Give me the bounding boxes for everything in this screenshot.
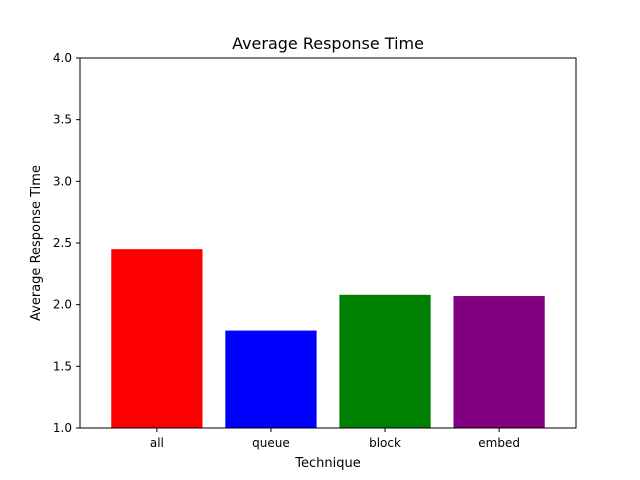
y-tick-label: 4.0 (53, 51, 72, 65)
y-axis: 1.0 1.5 2.0 2.5 3.0 3.5 4.0 (53, 51, 80, 435)
x-axis: all queue block embed (150, 428, 520, 450)
x-tick-label-embed: embed (478, 436, 520, 450)
x-tick-label-block: block (369, 436, 401, 450)
bar-all (111, 249, 203, 428)
y-tick-label: 2.5 (53, 236, 72, 250)
bar-block (339, 294, 431, 428)
chart-title: Average Response Time (232, 34, 424, 53)
y-tick-label: 1.5 (53, 359, 72, 373)
x-tick-label-all: all (150, 436, 164, 450)
bar-queue (225, 330, 317, 428)
bars-group (111, 249, 545, 428)
x-axis-label: Technique (294, 456, 360, 471)
bar-embed (453, 296, 545, 428)
x-tick-label-queue: queue (252, 436, 290, 450)
y-tick-label: 2.0 (53, 298, 72, 312)
y-tick-label: 3.0 (53, 174, 72, 188)
y-tick-label: 1.0 (53, 421, 72, 435)
y-axis-label: Average Response Time (29, 165, 44, 321)
y-tick-label: 3.5 (53, 113, 72, 127)
